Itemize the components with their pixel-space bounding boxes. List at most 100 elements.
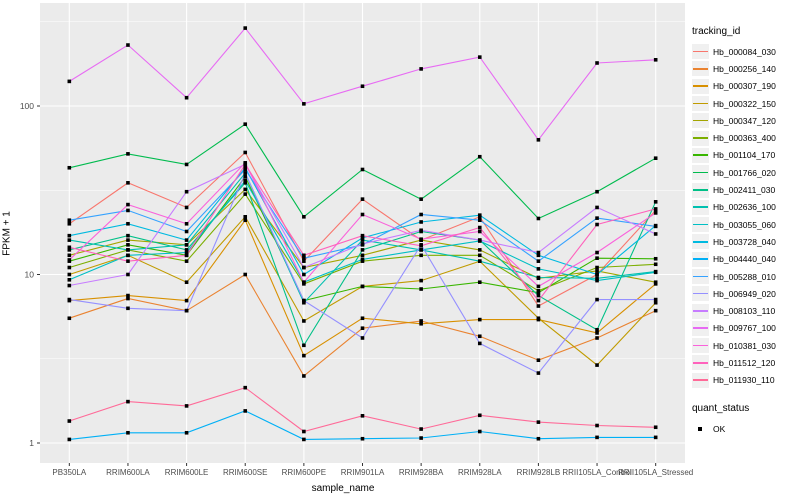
data-point [419, 212, 423, 217]
data-point [536, 293, 541, 298]
data-point [67, 245, 72, 250]
data-point [126, 243, 130, 247]
legend-item-label: Hb_011512_120 [713, 357, 776, 368]
legend-line-swatch [693, 67, 708, 70]
legend-item: Hb_000322_150 [692, 95, 798, 112]
legend-item: Hb_002411_030 [692, 181, 798, 198]
data-point [360, 233, 365, 238]
data-point [595, 265, 599, 270]
data-point [360, 326, 365, 331]
legend-item: Hb_001104_170 [692, 147, 798, 164]
data-point [536, 216, 541, 221]
legend-item-label: Hb_005288_010 [713, 271, 776, 282]
data-point [536, 358, 541, 363]
legend-key-line-icon [692, 251, 709, 267]
data-point [536, 371, 541, 375]
data-point [477, 229, 482, 234]
legend-item-label: Hb_000307_190 [713, 81, 776, 92]
data-point [67, 278, 72, 282]
legend-key-line-icon [692, 130, 709, 146]
data-point [67, 265, 72, 270]
legend-item-label: Hb_004440_040 [713, 254, 776, 265]
data-point [536, 138, 541, 142]
data-point [653, 262, 658, 267]
x-tick-label: RRIM928BA [399, 468, 444, 477]
data-point [67, 79, 72, 84]
data-point [536, 267, 541, 271]
legend-title-tracking-id: tracking_id [692, 26, 741, 37]
data-point [360, 167, 365, 172]
data-point [243, 409, 248, 413]
legend-line-swatch [693, 344, 708, 347]
legend-item: Hb_002636_100 [692, 199, 798, 216]
legend-item-label: Hb_002411_030 [713, 185, 776, 196]
legend-line-swatch [693, 50, 708, 53]
legend-line-swatch [693, 275, 708, 278]
legend-item-label: Hb_010381_030 [713, 340, 776, 351]
data-point [360, 436, 365, 441]
legend-item-label: Hb_006949_020 [713, 288, 776, 299]
data-point [419, 248, 423, 252]
y-axis-title: FPKM + 1 [1, 211, 13, 256]
legend-item: Hb_000363_400 [692, 129, 798, 146]
data-point [184, 248, 189, 252]
data-point [360, 212, 365, 217]
data-point [302, 298, 306, 303]
legend-key-line-icon [692, 338, 709, 354]
data-point [360, 84, 365, 89]
data-point [595, 189, 599, 194]
data-point [536, 284, 541, 289]
data-point [243, 162, 248, 167]
data-point [595, 276, 599, 281]
legend-item: Hb_000256_140 [692, 60, 798, 77]
data-point [419, 321, 423, 326]
legend-line-swatch [693, 361, 708, 364]
data-point [243, 26, 248, 30]
data-point [184, 238, 189, 242]
data-point [184, 229, 189, 234]
data-point [184, 430, 189, 435]
data-point [243, 150, 248, 155]
y-tick-label: 100 [20, 101, 34, 111]
data-point [243, 181, 248, 185]
data-point [184, 250, 189, 255]
data-point [477, 334, 482, 339]
data-point [302, 300, 306, 305]
data-point [477, 429, 482, 434]
data-point [302, 259, 306, 263]
data-point [126, 248, 130, 252]
data-point [360, 257, 365, 262]
data-point [477, 154, 482, 159]
data-point [67, 253, 72, 258]
legend-line-swatch [693, 223, 708, 226]
data-point [126, 181, 130, 185]
data-point [302, 374, 306, 378]
legend-key-line-icon [692, 234, 709, 250]
legend-item-label: Hb_001766_020 [713, 167, 776, 178]
data-point [536, 259, 541, 263]
legend-item: Hb_001766_020 [692, 164, 798, 181]
legend-key-line-icon [692, 199, 709, 215]
data-point [360, 336, 365, 340]
x-tick-label: RRIM928LB [517, 468, 561, 477]
data-point [477, 218, 482, 223]
data-point [67, 283, 72, 288]
data-point [595, 256, 599, 260]
data-point [243, 171, 248, 175]
legend-item: Hb_000307_190 [692, 78, 798, 95]
legend-item: Hb_000347_120 [692, 112, 798, 129]
quant-status-block: quant_status OK [692, 403, 798, 437]
data-point [536, 316, 541, 321]
data-point [243, 167, 248, 172]
data-point [595, 216, 599, 220]
data-point [595, 269, 599, 273]
data-point [67, 218, 72, 223]
data-point [595, 331, 599, 335]
legend-item: Hb_008103_110 [692, 302, 798, 319]
data-point [126, 233, 130, 238]
data-point [126, 208, 130, 213]
data-point [126, 238, 130, 242]
data-point [595, 250, 599, 255]
data-point [126, 399, 130, 404]
